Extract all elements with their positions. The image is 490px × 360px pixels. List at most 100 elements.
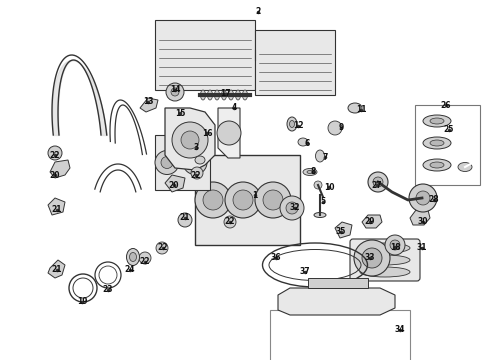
Circle shape [263, 190, 283, 210]
Ellipse shape [290, 121, 294, 127]
Circle shape [171, 88, 179, 96]
FancyBboxPatch shape [155, 135, 210, 190]
Circle shape [373, 177, 383, 187]
FancyBboxPatch shape [350, 239, 420, 281]
Text: 29: 29 [365, 217, 375, 226]
Ellipse shape [430, 118, 444, 124]
Text: 22: 22 [50, 150, 60, 159]
Text: 24: 24 [125, 266, 135, 274]
Circle shape [139, 252, 151, 264]
Polygon shape [308, 278, 368, 288]
Text: 13: 13 [143, 98, 153, 107]
Polygon shape [50, 160, 70, 178]
Circle shape [368, 172, 388, 192]
Text: 21: 21 [180, 213, 190, 222]
Text: 22: 22 [225, 217, 235, 226]
Text: 22: 22 [140, 257, 150, 266]
Circle shape [166, 83, 184, 101]
Ellipse shape [287, 117, 297, 131]
Ellipse shape [221, 90, 226, 100]
Text: 35: 35 [336, 228, 346, 237]
Circle shape [328, 121, 342, 135]
Ellipse shape [430, 162, 444, 168]
Ellipse shape [236, 90, 241, 100]
Ellipse shape [200, 90, 205, 100]
Text: 26: 26 [441, 100, 451, 109]
Polygon shape [410, 210, 430, 225]
Bar [270, 310, 410, 360]
Text: 20: 20 [169, 180, 179, 189]
Ellipse shape [307, 171, 313, 174]
Text: 2: 2 [255, 8, 261, 17]
Circle shape [286, 202, 298, 214]
Text: 25: 25 [444, 126, 454, 135]
Text: 7: 7 [322, 153, 328, 162]
Ellipse shape [423, 159, 451, 171]
FancyBboxPatch shape [195, 155, 300, 245]
Text: 22: 22 [191, 171, 201, 180]
Ellipse shape [360, 243, 410, 253]
Polygon shape [165, 175, 185, 192]
Ellipse shape [228, 90, 234, 100]
Bar [415, 105, 480, 185]
Circle shape [217, 121, 241, 145]
Circle shape [416, 191, 430, 205]
Circle shape [255, 182, 291, 218]
Circle shape [314, 181, 322, 189]
Circle shape [280, 196, 304, 220]
Circle shape [225, 182, 261, 218]
Circle shape [354, 240, 390, 276]
FancyBboxPatch shape [255, 30, 335, 95]
Text: 18: 18 [390, 243, 400, 252]
Text: 27: 27 [372, 180, 382, 189]
Text: 23: 23 [103, 285, 113, 294]
Ellipse shape [360, 255, 410, 265]
Text: 15: 15 [175, 108, 185, 117]
Text: 12: 12 [293, 122, 303, 130]
Ellipse shape [298, 138, 308, 146]
Ellipse shape [360, 267, 410, 277]
Ellipse shape [458, 162, 472, 171]
Text: 31: 31 [417, 243, 427, 252]
Circle shape [203, 190, 223, 210]
Text: 3: 3 [194, 144, 198, 153]
Text: 21: 21 [52, 266, 62, 274]
Ellipse shape [348, 103, 362, 113]
Polygon shape [48, 260, 65, 278]
Ellipse shape [195, 156, 205, 164]
Text: 20: 20 [50, 171, 60, 180]
Circle shape [48, 146, 62, 160]
Circle shape [390, 240, 400, 250]
Text: 30: 30 [418, 217, 428, 226]
Ellipse shape [207, 90, 213, 100]
Circle shape [191, 167, 203, 179]
Ellipse shape [129, 252, 137, 261]
Ellipse shape [243, 90, 247, 100]
Circle shape [161, 157, 173, 168]
Text: 11: 11 [356, 105, 366, 114]
Text: 28: 28 [429, 195, 440, 204]
Circle shape [156, 242, 168, 254]
Polygon shape [140, 98, 158, 112]
Circle shape [233, 190, 253, 210]
Polygon shape [48, 198, 65, 215]
Circle shape [224, 216, 236, 228]
Ellipse shape [126, 248, 140, 266]
Text: 1: 1 [252, 190, 258, 199]
Polygon shape [278, 288, 395, 315]
Circle shape [155, 150, 179, 175]
Circle shape [181, 131, 199, 149]
Polygon shape [335, 222, 352, 238]
Text: 36: 36 [271, 253, 281, 262]
Polygon shape [218, 108, 240, 158]
Ellipse shape [314, 212, 326, 217]
Polygon shape [362, 215, 382, 228]
Text: 5: 5 [320, 198, 325, 207]
Ellipse shape [316, 150, 324, 162]
Ellipse shape [430, 140, 444, 146]
Circle shape [195, 182, 231, 218]
Text: 4: 4 [231, 104, 237, 112]
Text: 8: 8 [310, 167, 316, 176]
Text: 16: 16 [202, 129, 212, 138]
FancyBboxPatch shape [155, 20, 255, 90]
